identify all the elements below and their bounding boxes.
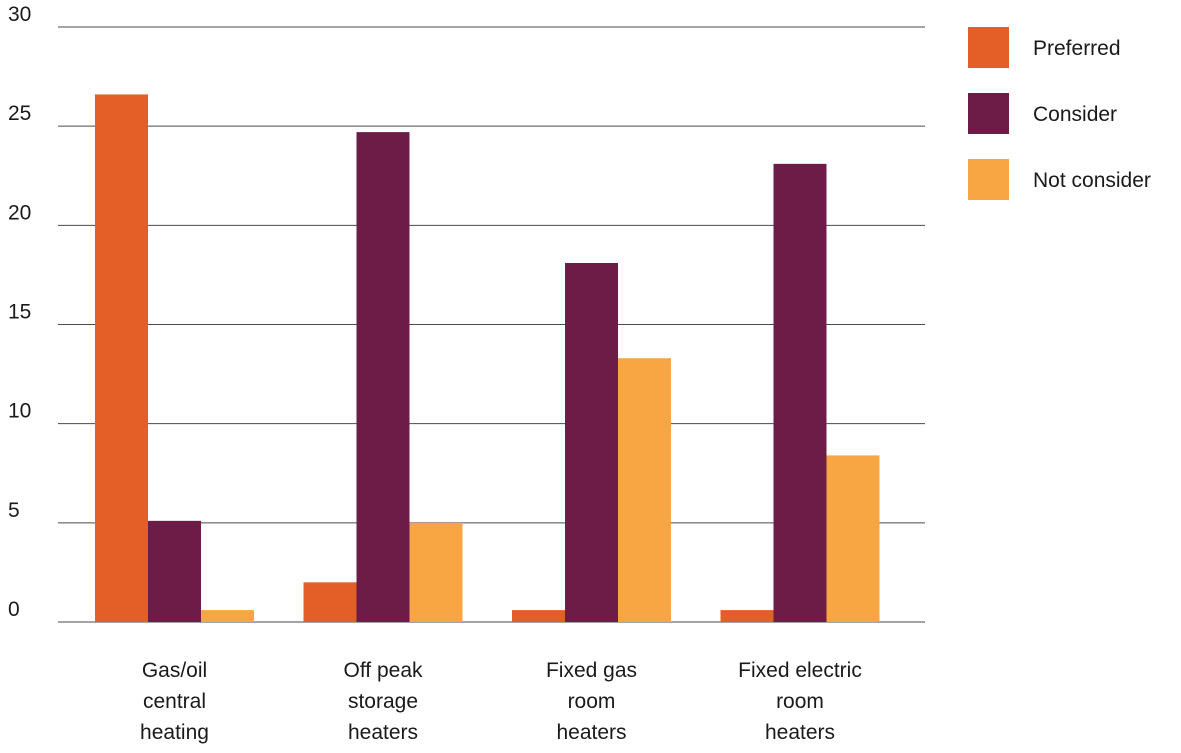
gridlines [58,26,925,623]
y-tick-label: 0 [8,598,20,621]
category-label-line: room [776,690,824,713]
bar-not-consider [201,610,254,622]
legend: Preferred Consider Not consider [968,27,1151,200]
y-axis-tick-labels: 0 5 10 15 20 25 30 [8,3,31,621]
bar-not-consider [826,455,880,622]
legend-label: Not consider [1033,169,1151,192]
legend-swatch [968,27,1009,68]
bar-consider [565,263,618,622]
x-axis-category-labels: Gas/oil central heating Off peak storage heat… [140,659,862,744]
category-label: Fixed gas room heaters [546,659,637,744]
bar-preferred [303,582,357,622]
bar-preferred [720,610,774,622]
legend-swatch [968,93,1009,134]
category-label-line: storage [348,690,418,713]
category-label-line: heating [140,721,209,744]
y-tick-label: 5 [8,499,20,522]
legend-label: Consider [1033,103,1117,126]
bar-not-consider [618,358,671,622]
y-tick-label: 30 [8,3,31,26]
category-label-line: Fixed gas [546,659,637,682]
category-label-line: heaters [765,721,835,744]
legend-swatch [968,159,1009,200]
bar-consider [773,163,827,622]
category-label-line: Gas/oil [142,659,207,682]
category-label-line: heaters [556,721,626,744]
y-tick-label: 25 [8,102,31,125]
bar-preferred [95,94,148,622]
category-label-line: central [143,690,206,713]
bars [95,94,880,622]
bar-consider [356,132,410,622]
y-tick-label: 20 [8,201,31,224]
category-label-line: room [568,690,616,713]
category-label: Fixed electric room heaters [738,659,862,744]
category-label-line: heaters [348,721,418,744]
y-tick-label: 15 [8,301,31,324]
bar-consider [148,520,201,622]
y-tick-label: 10 [8,400,31,423]
category-label-line: Off peak [344,659,423,682]
category-label: Gas/oil central heating [140,659,209,744]
bar-preferred [512,610,565,622]
bar-not-consider [409,522,463,622]
legend-label: Preferred [1033,37,1121,60]
category-label-line: Fixed electric [738,659,862,682]
category-label: Off peak storage heaters [344,659,423,744]
